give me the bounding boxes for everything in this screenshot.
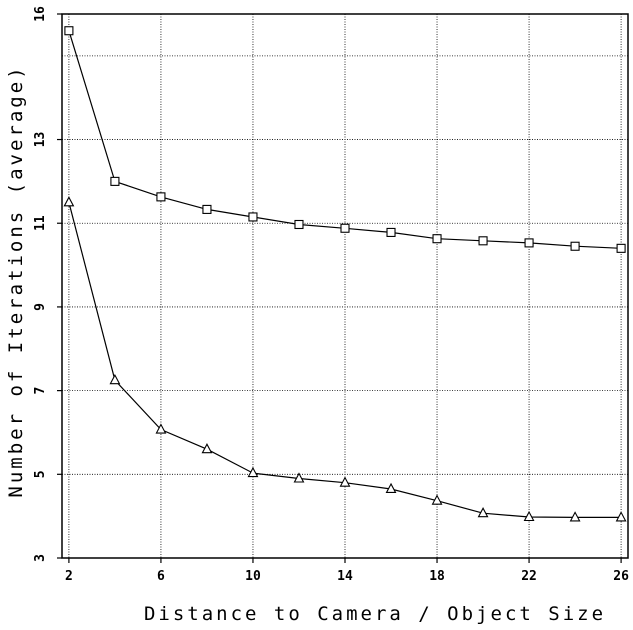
- square-marker: [386, 227, 396, 237]
- x-tick-label: 6: [157, 569, 165, 584]
- y-axis-title: Number of Iterations (average): [5, 64, 27, 497]
- x-axis-title: Distance to Camera / Object Size: [144, 603, 606, 625]
- triangle-marker: [109, 373, 121, 385]
- triangle-marker: [569, 511, 581, 522]
- triangle-marker: [431, 494, 443, 505]
- y-tick-label: 5: [33, 470, 48, 478]
- x-tick-label: 18: [429, 569, 445, 584]
- square-marker: [616, 243, 626, 253]
- triangle-marker: [201, 443, 213, 454]
- triangle-marker: [293, 472, 305, 483]
- triangle-marker: [339, 476, 351, 487]
- square-marker: [248, 212, 258, 222]
- square-marker: [570, 241, 580, 251]
- grid-lines: [62, 14, 628, 558]
- triangle-marker: [155, 423, 167, 434]
- x-tick-label: 10: [245, 569, 261, 584]
- square-marker: [432, 234, 442, 244]
- square-marker: [524, 238, 534, 248]
- triangle-marker: [615, 511, 627, 522]
- y-tick-label: 13: [33, 132, 48, 148]
- square-marker: [110, 176, 120, 186]
- y-tick-label: 16: [33, 6, 48, 22]
- triangle-marker: [247, 466, 259, 478]
- triangle-marker: [477, 507, 489, 518]
- square-marker: [202, 204, 212, 214]
- square-marker: [294, 219, 304, 230]
- y-tick-label: 9: [33, 303, 48, 311]
- square-marker: [478, 236, 488, 246]
- triangle-marker: [63, 196, 75, 207]
- triangle-marker: [385, 482, 397, 494]
- series-group: [63, 26, 627, 522]
- square-marker: [64, 26, 74, 36]
- x-tick-label: 2: [65, 569, 73, 584]
- plot-frame: [61, 13, 629, 559]
- x-tick-label: 26: [613, 569, 629, 584]
- y-tick-label: 11: [33, 215, 48, 231]
- y-tick-label: 7: [33, 387, 48, 395]
- square-marker: [156, 192, 166, 202]
- square-marker: [340, 223, 350, 233]
- y-tick-label: 3: [33, 554, 48, 562]
- x-tick-label: 22: [521, 569, 537, 584]
- x-tick-label: 14: [337, 569, 353, 584]
- triangle-marker: [523, 510, 535, 522]
